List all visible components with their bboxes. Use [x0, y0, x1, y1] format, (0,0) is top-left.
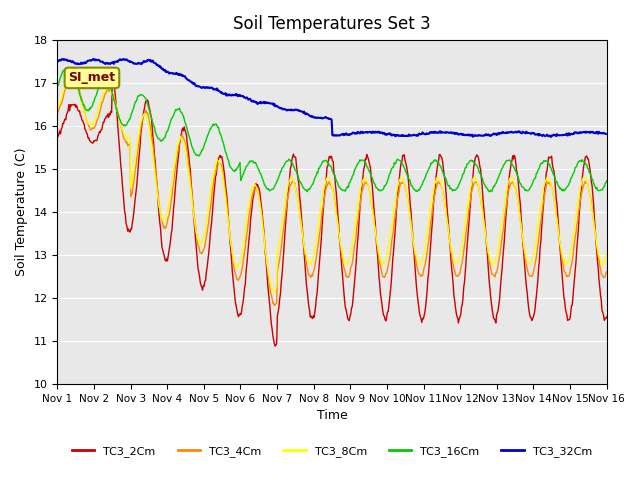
Legend: TC3_2Cm, TC3_4Cm, TC3_8Cm, TC3_16Cm, TC3_32Cm: TC3_2Cm, TC3_4Cm, TC3_8Cm, TC3_16Cm, TC3… — [68, 442, 596, 461]
Text: SI_met: SI_met — [68, 72, 115, 84]
X-axis label: Time: Time — [317, 409, 348, 422]
Y-axis label: Soil Temperature (C): Soil Temperature (C) — [15, 148, 28, 276]
Title: Soil Temperatures Set 3: Soil Temperatures Set 3 — [233, 15, 431, 33]
